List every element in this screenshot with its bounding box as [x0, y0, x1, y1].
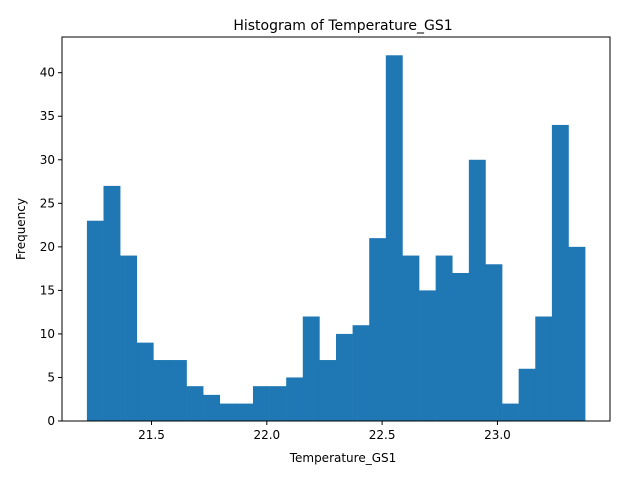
- histogram-bar: [336, 333, 353, 421]
- histogram-bar: [86, 220, 104, 421]
- histogram-bar: [352, 325, 370, 421]
- y-tick-label: 5: [47, 370, 55, 384]
- histogram-bar: [535, 316, 553, 421]
- y-tick-label: 10: [40, 327, 55, 341]
- histogram-bar: [385, 55, 403, 422]
- histogram-bar: [319, 360, 337, 421]
- histogram-bar: [103, 185, 121, 421]
- histogram-bar: [136, 342, 154, 421]
- histogram-bar: [518, 368, 536, 421]
- histogram-bar: [468, 159, 486, 421]
- y-axis-ticks: 0 5 10 15 20 25 30 35 40: [40, 66, 62, 428]
- x-tick-label: 22.5: [369, 428, 396, 442]
- histogram-bar: [252, 386, 270, 421]
- histogram-bar: [302, 316, 320, 421]
- y-axis-label: Frequency: [14, 198, 28, 260]
- histogram-bar: [219, 403, 237, 421]
- x-tick-label: 23.0: [484, 428, 511, 442]
- histogram-bar: [485, 264, 503, 421]
- histogram-bar: [153, 360, 171, 421]
- plot-frame: [61, 36, 611, 422]
- histogram-bar: [169, 360, 187, 421]
- histogram-bar: [286, 377, 304, 421]
- x-tick-label: 22.0: [253, 428, 280, 442]
- x-axis-label: Temperature_GS1: [289, 451, 397, 465]
- chart-title: Histogram of Temperature_GS1: [233, 18, 452, 34]
- x-axis-ticks: 21.5 22.0 22.5 23.0: [138, 421, 511, 442]
- y-tick-label: 15: [40, 283, 55, 297]
- histogram-bar: [568, 246, 586, 421]
- y-tick-label: 20: [40, 240, 55, 254]
- y-tick-label: 35: [40, 109, 55, 123]
- histogram-bar: [435, 255, 453, 421]
- bars-group: [86, 55, 586, 422]
- y-tick-label: 25: [40, 196, 55, 210]
- y-tick-label: 30: [40, 153, 55, 167]
- histogram-bar: [369, 238, 387, 421]
- y-tick-label: 40: [40, 66, 55, 80]
- x-tick-label: 21.5: [138, 428, 165, 442]
- histogram-bar: [551, 124, 569, 421]
- y-tick-label: 0: [47, 414, 55, 428]
- histogram-bar: [452, 272, 470, 421]
- histogram-bar: [186, 386, 204, 421]
- histogram-bar: [269, 386, 287, 421]
- histogram-bar: [419, 290, 436, 421]
- histogram-bar: [502, 403, 519, 421]
- histogram-bar: [203, 394, 221, 421]
- histogram-bar: [402, 255, 420, 421]
- histogram-bar: [120, 255, 138, 421]
- histogram-bar: [236, 403, 254, 421]
